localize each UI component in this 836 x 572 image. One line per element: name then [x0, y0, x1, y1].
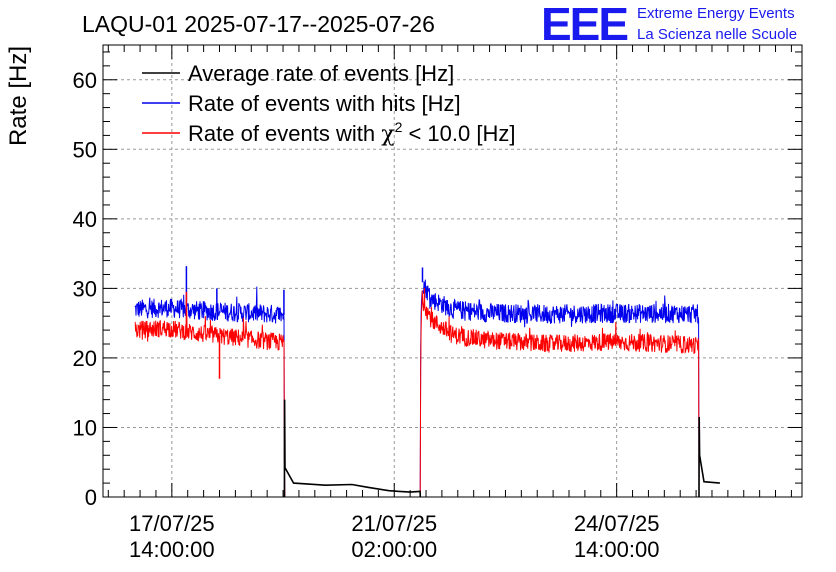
y-tick-label: 50	[73, 137, 97, 162]
y-tick-label: 60	[73, 68, 97, 93]
y-axis-label: Rate [Hz]	[5, 46, 32, 146]
axes: 010203040506017/07/2514:00:0021/07/2502:…	[73, 44, 803, 562]
x-tick-label-time: 14:00:00	[574, 537, 660, 562]
chart-title: LAQU-01 2025-07-17--2025-07-26	[82, 11, 435, 37]
y-tick-label: 0	[85, 485, 97, 510]
y-tick-label: 20	[73, 346, 97, 371]
x-tick-label-date: 24/07/25	[574, 511, 660, 536]
legend-label: Rate of events with hits [Hz]	[188, 91, 461, 116]
legend-label: Rate of events with χ2 < 10.0 [Hz]	[188, 119, 515, 147]
x-tick-label-time: 02:00:00	[351, 537, 437, 562]
legend-label: Average rate of events [Hz]	[188, 61, 454, 86]
logo-line-2: La Scienza nelle Scuole	[637, 26, 797, 43]
series-line-average	[698, 416, 720, 498]
series-line-chi2	[134, 287, 720, 498]
series-lines	[134, 266, 720, 498]
logo-line-1: Extreme Energy Events	[637, 5, 795, 22]
y-tick-label: 10	[73, 415, 97, 440]
series-line-average	[283, 399, 422, 498]
y-tick-label: 40	[73, 207, 97, 232]
x-tick-label-date: 17/07/25	[129, 511, 215, 536]
plot-frame	[102, 44, 803, 498]
y-tick-label: 30	[73, 276, 97, 301]
eee-logo-text: EEE	[541, 0, 627, 50]
x-tick-label-time: 14:00:00	[129, 537, 215, 562]
series-line-hits	[134, 279, 720, 498]
eee-logo: EEE Extreme Energy Events La Scienza nel…	[541, 0, 797, 50]
legend: Average rate of events [Hz] Rate of event…	[142, 61, 515, 147]
x-tick-label-date: 21/07/25	[351, 511, 437, 536]
